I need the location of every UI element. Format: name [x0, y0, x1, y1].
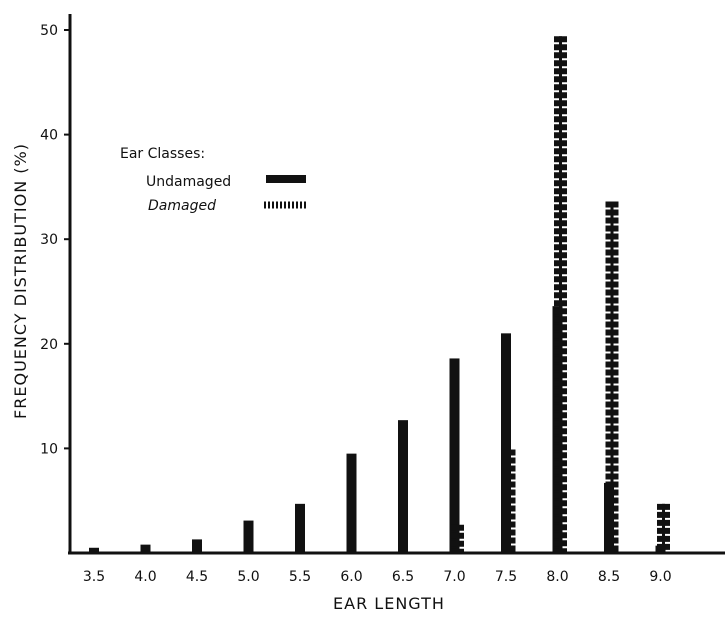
x-tick-label: 6.5: [392, 569, 414, 585]
legend-title: Ear Classes:: [120, 146, 205, 162]
legend-swatch-undamaged: [266, 175, 306, 183]
y-axis-ticks: 10 20 30 40 50: [40, 23, 70, 457]
bar-undamaged: [140, 544, 151, 553]
y-tick-label: 40: [40, 128, 58, 144]
x-tick-label: 4.5: [186, 569, 208, 585]
x-tick-label: 7.5: [495, 569, 517, 585]
x-tick-label: 3.5: [83, 569, 105, 585]
x-tick-label: 7.0: [443, 569, 465, 585]
x-axis-ticks: 3.5 4.0 4.5 5.0 5.5 6.0 6.5 7.0 7.5 8.0 8.5 9.0: [83, 569, 672, 585]
bar-undamaged: [295, 503, 305, 553]
x-tick-label: 4.0: [134, 569, 156, 585]
bar-undamaged: [398, 420, 408, 553]
legend-label-undamaged: Undamaged: [146, 174, 231, 190]
y-tick-label: 30: [40, 232, 58, 248]
x-tick-label: 9.0: [649, 569, 671, 585]
bar-undamaged: [243, 520, 254, 553]
bar-undamaged: [346, 453, 357, 553]
bars: [89, 36, 670, 553]
x-tick-label: 8.0: [546, 569, 568, 585]
y-tick-label: 50: [40, 23, 58, 39]
x-tick-label: 8.5: [598, 569, 620, 585]
bar-undamaged: [192, 539, 202, 553]
y-tick-label: 20: [40, 337, 58, 353]
y-axis-label: FREQUENCY DISTRIBUTION (%): [11, 143, 30, 419]
bar-undamaged: [449, 358, 460, 553]
legend: Ear Classes: Undamaged Damaged: [120, 146, 306, 214]
bar-undamaged: [501, 333, 511, 553]
x-tick-label: 5.0: [237, 569, 259, 585]
legend-label-damaged: Damaged: [148, 198, 216, 214]
x-axis-label: EAR LENGTH: [333, 594, 445, 613]
y-tick-label: 10: [40, 441, 58, 457]
x-tick-label: 6.0: [340, 569, 362, 585]
plot-area: 10 20 30 40 50 3.5 4.0 4.5 5.0 5.5 6.0 6.5 7.0 7.5 8.…: [40, 14, 725, 585]
x-tick-label: 5.5: [289, 569, 311, 585]
bar-undamaged: [89, 547, 99, 553]
